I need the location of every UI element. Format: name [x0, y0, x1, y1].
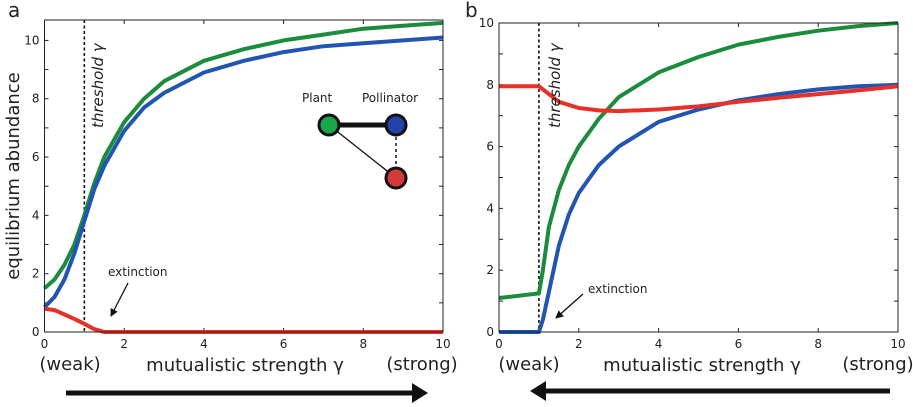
series-line-1	[43, 35, 444, 309]
x-tick-label: 0	[495, 337, 503, 351]
x-tick-label: 2	[120, 337, 128, 351]
y-axis-label: equilibrium abundance	[3, 72, 24, 280]
x-tick-label: 6	[280, 337, 288, 351]
x-tick-label: 4	[655, 337, 663, 351]
x-tick-label: 10	[435, 337, 450, 351]
y-tick-label: 10	[24, 33, 39, 47]
y-tick-label: 4	[32, 208, 40, 222]
panel-label: a	[8, 0, 20, 22]
x-left-note: (weak)	[498, 354, 559, 375]
y-tick-label: 6	[32, 150, 40, 164]
series-line-0	[43, 20, 444, 290]
panel-a: 0 2 4 6 8 10 0 2 4 6 8 10 a equilibrium abundance mu…	[3, 0, 458, 403]
x-axis-label: mutualistic strength γ	[603, 355, 801, 376]
direction-arrowhead	[530, 381, 546, 401]
threshold-label: threshold γ	[546, 42, 564, 128]
x-tick-label: 10	[890, 337, 905, 351]
panel-label: b	[465, 0, 478, 22]
extinction-annotation: extinction	[588, 282, 648, 296]
x-tick-label: 2	[575, 337, 583, 351]
plot-area: 0 2 4 6 8 10 0 2 4 6 8 10	[24, 19, 451, 351]
threshold-label: threshold γ	[89, 42, 107, 128]
pollinator-node	[384, 113, 408, 137]
extinction-arrow	[555, 293, 584, 319]
competitor-node	[384, 166, 408, 190]
x-tick-label: 6	[735, 337, 743, 351]
plant-node	[317, 113, 341, 137]
pollinator-label: Pollinator	[362, 91, 418, 105]
y-tick-label: 8	[32, 92, 40, 106]
x-tick-label: 0	[41, 337, 49, 351]
y-tick-label: 8	[486, 78, 494, 92]
weak-link	[328, 124, 397, 179]
series-line-1	[499, 82, 899, 334]
y-tick-label: 0	[32, 325, 40, 339]
y-tick-label: 4	[486, 201, 494, 215]
series-line-2	[499, 84, 899, 114]
x-left-note: (weak)	[39, 354, 100, 375]
plant-label: Plant	[302, 91, 333, 105]
x-tick-label: 8	[359, 337, 367, 351]
x-tick-label: 4	[200, 337, 208, 351]
x-right-note: (strong)	[386, 354, 457, 375]
direction-arrowhead	[412, 383, 428, 403]
x-tick-label: 8	[814, 337, 822, 351]
axes-frame	[44, 19, 444, 333]
series-line-2	[44, 306, 443, 334]
y-tick-label: 6	[486, 140, 494, 154]
plot-area: 0 2 4 6 8 10 0 2 4 6 8 10	[479, 16, 906, 351]
y-tick-label: 2	[32, 267, 40, 281]
y-tick-label: 2	[486, 263, 494, 277]
extinction-arrow	[110, 282, 129, 317]
network-inset: Plant Pollinator	[302, 91, 418, 190]
y-tick-label: 10	[479, 16, 494, 30]
x-axis-label: mutualistic strength γ	[146, 355, 344, 376]
series-line-0	[498, 21, 899, 300]
axes-frame	[498, 22, 899, 333]
y-tick-label: 0	[486, 325, 494, 339]
x-right-note: (strong)	[842, 354, 913, 375]
extinction-annotation: extinction	[108, 265, 168, 279]
